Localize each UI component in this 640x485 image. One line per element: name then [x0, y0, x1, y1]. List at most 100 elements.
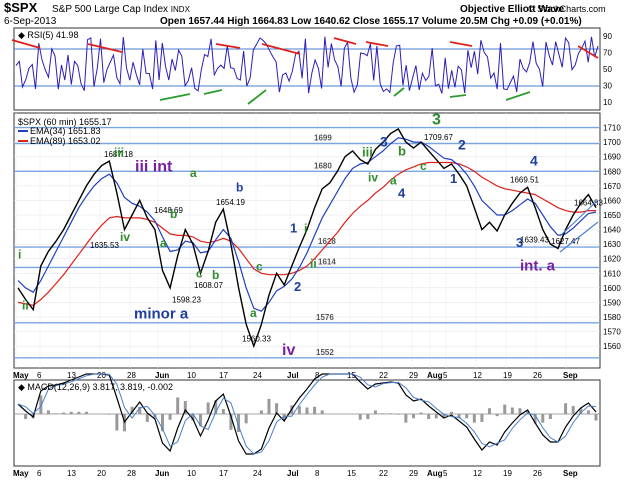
macd-histogram-bar — [54, 413, 58, 414]
support-level-label: 1699 — [314, 134, 332, 143]
wave-label: 1 — [290, 220, 297, 235]
wave-label: iv — [368, 170, 378, 184]
wave-label: c — [420, 159, 427, 173]
macd-histogram — [24, 395, 598, 432]
price-point-label: 1664.83 — [574, 198, 603, 207]
rsi-resistance-line — [11, 39, 41, 49]
price-y-tick: 1590 — [603, 298, 621, 307]
macd-histogram-bar — [214, 400, 218, 414]
price-series — [17, 128, 597, 349]
macd-histogram-bar — [161, 414, 164, 432]
wave-label: 3 — [516, 235, 523, 250]
price-point-label: 1635.53 — [90, 241, 119, 250]
price-x-tick: 17 — [219, 371, 228, 380]
macd-histogram-bar — [442, 414, 446, 419]
price-point-label: 1669.51 — [510, 176, 539, 185]
macd-histogram-bar — [373, 410, 377, 414]
macd-histogram-bar — [526, 410, 530, 414]
price-point-label: 1687.18 — [104, 150, 133, 159]
wave-label: ii — [310, 256, 317, 270]
macd-x-tick: 15 — [347, 469, 356, 478]
wave-label: b — [170, 207, 177, 221]
macd-histogram-bar — [411, 414, 415, 419]
wave-label: c — [196, 267, 203, 281]
rsi-resistance-line — [577, 45, 599, 59]
macd-histogram-bar — [115, 414, 119, 431]
macd-histogram-bar — [69, 411, 73, 414]
macd-histogram-bar — [518, 408, 522, 414]
rsi-resistance-line — [215, 43, 241, 49]
macd-x-tick: 8 — [315, 469, 320, 478]
macd-histogram-bar — [39, 395, 43, 414]
watermark-label: Objective Elliott Wave — [460, 4, 565, 15]
price-x-tick: 19 — [503, 371, 512, 380]
macd-histogram-bar — [77, 411, 81, 414]
macd-histogram-bar — [579, 408, 583, 414]
macd-x-tick: Aug — [427, 469, 443, 478]
macd-x-tick: Jun — [155, 469, 169, 478]
wave-label: int. a — [520, 257, 556, 274]
macd-histogram-bar — [488, 408, 492, 414]
macd-panel: ◆ MACD(12,26,9) 3.817, 3.819, -0.002 May… — [13, 373, 601, 478]
wave-label: minor a — [134, 305, 189, 322]
macd-histogram-bar — [594, 414, 598, 421]
price-point-label: 1648.69 — [154, 206, 183, 215]
price-point-label: 1608.07 — [194, 281, 223, 290]
macd-histogram-bar — [305, 407, 309, 414]
macd-histogram-bar — [427, 414, 431, 420]
price-x-tick: May — [13, 371, 29, 380]
macd-label: ◆ MACD(12,26,9) 3.817, 3.819, -0.002 — [18, 382, 173, 392]
macd-histogram-bar — [24, 414, 28, 420]
rsi-label: ◆ RSI(5) 41.98 — [18, 30, 78, 40]
rsi-resistance-line — [449, 41, 473, 47]
wave-label: i — [18, 248, 21, 262]
price-x-tick: 15 — [347, 371, 356, 380]
macd-histogram-bar — [586, 410, 590, 414]
price-point-label: 1639.43 — [520, 235, 549, 244]
macd-x-tick: 20 — [97, 469, 106, 478]
price-x-tick: Jul — [287, 371, 299, 380]
macd-histogram-bar — [381, 413, 385, 414]
wave-label: a — [190, 166, 197, 180]
rsi-resistance-line — [87, 43, 123, 53]
macd-histogram-bar — [138, 406, 142, 414]
price-y-tick: 1640 — [603, 226, 621, 235]
wave-label: 1 — [450, 171, 457, 186]
date-label: 6-Sep-2013 — [4, 16, 57, 27]
macd-histogram-bar — [548, 414, 552, 420]
macd-histogram-bar — [358, 414, 362, 420]
macd-histogram-bar — [541, 414, 545, 423]
wave-label: i — [304, 221, 307, 235]
price-y-tick: 1710 — [603, 124, 621, 133]
macd-histogram-bar — [396, 414, 400, 415]
rsi-trendlines — [11, 37, 599, 105]
price-x-tick: 13 — [67, 371, 76, 380]
legend-price: $SPX (60 min) 1655.17 — [18, 117, 112, 127]
wave-label: 2 — [458, 136, 466, 152]
macd-x-tick: 17 — [219, 469, 228, 478]
price-x-tick: 24 — [253, 371, 262, 380]
macd-histogram-bar — [183, 401, 187, 414]
rsi-y-tick: 30 — [603, 81, 612, 90]
macd-histogram-bar — [313, 406, 317, 414]
price-y-tick: 1660 — [603, 196, 621, 205]
price-x-tick: 8 — [315, 371, 320, 380]
macd-histogram-bar — [297, 406, 301, 414]
price-y-tick: 1620 — [603, 255, 621, 264]
macd-histogram-bar — [244, 414, 248, 424]
macd-histogram-bar — [465, 414, 469, 419]
support-level-label: 1576 — [316, 313, 334, 322]
price-x-tick: 10 — [187, 371, 196, 380]
macd-x-tick: 19 — [503, 469, 512, 478]
macd-histogram-bar — [275, 403, 279, 414]
rsi-support-line — [449, 94, 467, 98]
chart-header: $SPX S&P 500 Large Cap Index INDX 6-Sep-… — [4, 0, 606, 27]
macd-histogram-bar — [229, 414, 233, 430]
macd-histogram-bar — [168, 414, 172, 420]
wave-label: 3 — [380, 134, 388, 150]
macd-x-tick: Jul — [287, 469, 299, 478]
macd-x-tick: 10 — [187, 469, 196, 478]
price-x-tick: 20 — [97, 371, 106, 380]
price-x-tick: 5 — [443, 371, 448, 380]
